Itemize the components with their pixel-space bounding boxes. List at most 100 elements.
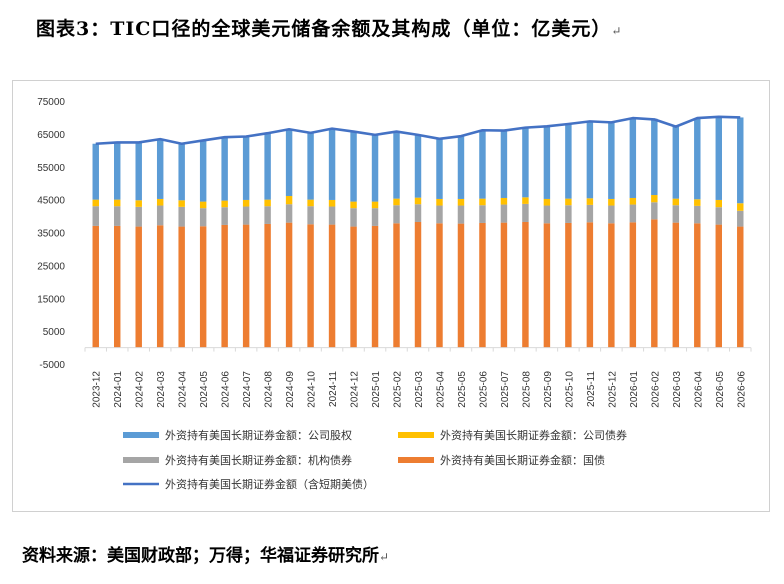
y-tick-label: 25000 (37, 261, 65, 272)
bar-segment (350, 131, 357, 202)
bar-segment (135, 200, 142, 207)
bar-segment (92, 143, 99, 200)
bar-segment (436, 205, 443, 224)
x-tick-label: 2025-10 (564, 371, 575, 408)
x-tick-label: 2024-09 (285, 371, 296, 408)
x-tick-label: 2025-01 (371, 371, 382, 408)
bar-segment (586, 198, 594, 205)
bar-segment (479, 130, 486, 199)
bar-segment (135, 206, 142, 227)
bar-segment (543, 126, 551, 199)
bar-segment (414, 134, 422, 198)
bar-segment (221, 200, 228, 208)
bar-segment (694, 118, 701, 200)
bar-segment (737, 117, 744, 204)
bar-segment (199, 208, 207, 227)
bar-segment (565, 222, 572, 348)
x-tick-label: 2026-06 (736, 371, 747, 408)
bar-segment (651, 118, 658, 196)
x-tick-label: 2025-08 (521, 371, 532, 408)
bar-segment (264, 133, 271, 200)
bar-segment (156, 225, 164, 348)
legend-label: 外资持有美国长期证券金额：公司债券 (440, 428, 627, 442)
bar-segment (565, 205, 572, 223)
x-tick-label: 2025-05 (457, 371, 468, 408)
x-tick-label: 2024-05 (199, 371, 210, 408)
bar-segment (543, 205, 551, 224)
bar-segment (522, 197, 529, 204)
bar-segment (543, 223, 551, 348)
bar-segment (242, 136, 250, 200)
bar-segment (522, 127, 529, 198)
x-tick-label: 2026-01 (629, 371, 640, 408)
bar-segment (285, 196, 293, 205)
legend-swatch (398, 457, 434, 463)
bar-segment (350, 226, 357, 348)
x-axis: 2023-12 2024-01 2024-02 2024-03 2024-04 2024-… (84, 347, 752, 408)
bar-segment (242, 206, 250, 225)
bar-segment (629, 204, 637, 223)
bar-segment (114, 142, 121, 200)
bar-segment (672, 222, 680, 348)
bar-segment (629, 118, 637, 198)
bar-segment (457, 223, 465, 348)
total-line (95, 115, 741, 146)
bar-segment (651, 202, 658, 220)
source-note: 资料来源：美国财政部；万得；华福证券研究所↵ (22, 541, 389, 566)
legend-label: 外资持有美国长期证券金额：机构债券 (165, 453, 352, 467)
bar-segment (328, 206, 336, 225)
bar-segment (586, 204, 594, 223)
x-tick-label: 2023-12 (92, 371, 103, 408)
x-tick-label: 2024-02 (135, 371, 146, 408)
bar-segment (586, 121, 594, 199)
bar-segment (522, 221, 529, 348)
bar-segment (92, 225, 99, 348)
bar-segment (371, 225, 379, 348)
x-tick-label: 2026-03 (672, 371, 683, 408)
paragraph-mark-icon: ↵ (379, 550, 390, 564)
x-tick-label: 2026-02 (650, 371, 661, 408)
bar-segment (629, 222, 637, 348)
y-tick-label: 75000 (37, 97, 65, 108)
bar-segment (500, 204, 508, 223)
bar-segment (307, 224, 314, 348)
bar-segment (715, 116, 722, 200)
x-tick-label: 2025-06 (478, 371, 489, 408)
bar-segment (608, 198, 615, 206)
bar-segment (500, 130, 508, 198)
bar-segment (242, 224, 250, 348)
bar-segment (393, 198, 400, 206)
bar-segment (328, 224, 336, 348)
bar-segment (393, 205, 400, 224)
bar-segment (479, 222, 486, 348)
bar-segment (737, 210, 744, 227)
bar-segment (199, 226, 207, 348)
x-tick-label: 2024-01 (113, 371, 124, 408)
bar-segment (350, 201, 357, 209)
legend-label: 外资持有美国长期证券金额：公司股权 (165, 428, 352, 442)
bar-segment (694, 199, 701, 206)
bar-segment (199, 201, 207, 209)
bar-segment (436, 198, 443, 206)
x-tick-label: 2024-10 (307, 371, 318, 408)
bar-segment (479, 205, 486, 223)
bar-segment (285, 222, 293, 348)
bar-segment (264, 223, 271, 348)
bar-segment (715, 224, 722, 348)
x-tick-label: 2025-09 (543, 371, 554, 408)
bar-segment (135, 226, 142, 348)
bar-segment (371, 201, 379, 209)
bar-segment (522, 203, 529, 222)
legend-swatch (398, 432, 434, 438)
bar-segment (114, 199, 121, 207)
bar-segment (629, 197, 637, 205)
bar-segment (500, 222, 508, 348)
bar-segment (608, 223, 615, 348)
bar-segment (672, 198, 680, 206)
bar-segment (328, 199, 336, 207)
bar-segment (414, 204, 422, 222)
bar-segment (715, 199, 722, 208)
bar-segment (285, 204, 293, 223)
x-tick-label: 2024-07 (242, 371, 253, 408)
chart-frame: -5000 5000 15000 25000 35000 45000 55000 65000 7… (12, 80, 770, 512)
